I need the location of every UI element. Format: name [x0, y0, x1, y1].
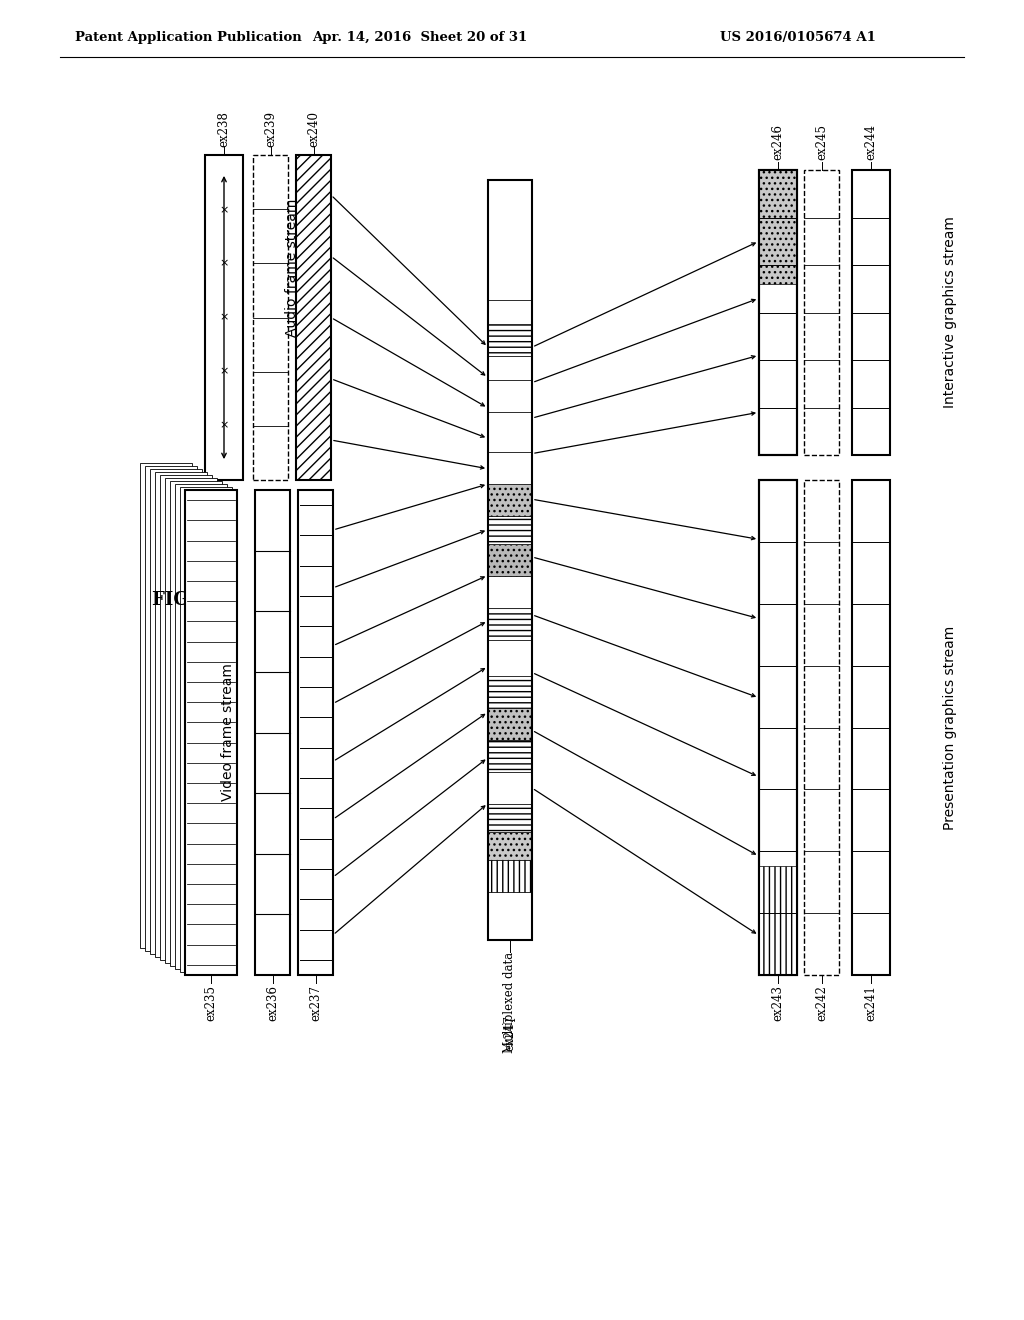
Text: ex244: ex244 — [864, 124, 878, 160]
Bar — [253, 154, 288, 480]
Bar — [852, 480, 890, 975]
Bar — [180, 487, 232, 972]
Text: ex247: ex247 — [504, 1015, 516, 1051]
Bar — [488, 300, 532, 323]
Bar — [488, 516, 532, 544]
Text: Video frame stream: Video frame stream — [221, 664, 234, 801]
Bar — [488, 892, 532, 940]
Bar — [488, 861, 532, 892]
Bar — [488, 180, 532, 300]
Text: FIG. 21: FIG. 21 — [152, 591, 225, 609]
Text: Apr. 14, 2016  Sheet 20 of 31: Apr. 14, 2016 Sheet 20 of 31 — [312, 32, 527, 45]
Bar — [488, 380, 532, 412]
Text: ex242: ex242 — [815, 985, 828, 1020]
Text: ×: × — [219, 313, 228, 322]
Bar — [488, 544, 532, 576]
Bar — [759, 170, 797, 455]
Bar — [852, 170, 890, 455]
Text: ex239: ex239 — [264, 111, 278, 147]
Bar — [150, 469, 202, 954]
Bar — [488, 832, 532, 861]
Bar — [175, 484, 227, 969]
Text: ex246: ex246 — [771, 124, 784, 160]
Bar — [488, 484, 532, 516]
Bar — [185, 490, 237, 975]
Bar — [488, 609, 532, 640]
Bar — [296, 154, 331, 480]
Bar — [488, 412, 532, 451]
Bar — [759, 170, 797, 284]
Bar — [759, 866, 797, 975]
Bar — [255, 490, 290, 975]
Text: Multiplexed data: Multiplexed data — [504, 952, 516, 1053]
Bar — [488, 676, 532, 708]
Bar — [488, 708, 532, 741]
Bar — [804, 480, 839, 975]
Text: ex245: ex245 — [815, 124, 828, 160]
Bar — [160, 475, 212, 960]
Bar — [205, 154, 243, 480]
Bar — [488, 576, 532, 609]
Text: ex236: ex236 — [266, 985, 279, 1020]
Bar — [170, 480, 222, 966]
Text: Audio frame stream: Audio frame stream — [285, 198, 299, 337]
Bar — [298, 490, 333, 975]
Bar — [759, 480, 797, 975]
Bar — [165, 478, 217, 964]
Bar — [140, 463, 193, 948]
Bar — [488, 772, 532, 804]
Text: Presentation graphics stream: Presentation graphics stream — [943, 626, 957, 830]
Bar — [804, 170, 839, 455]
Bar — [488, 356, 532, 380]
Text: ex238: ex238 — [217, 111, 230, 147]
Bar — [488, 804, 532, 832]
Bar — [155, 473, 207, 957]
Bar — [488, 451, 532, 484]
Text: ex235: ex235 — [205, 985, 217, 1020]
Bar — [488, 640, 532, 676]
Text: ×: × — [219, 205, 228, 215]
Text: ex243: ex243 — [771, 985, 784, 1020]
Bar — [759, 170, 797, 455]
Bar — [488, 180, 532, 940]
Text: US 2016/0105674 A1: US 2016/0105674 A1 — [720, 32, 876, 45]
Text: Interactive graphics stream: Interactive graphics stream — [943, 216, 957, 408]
Bar — [488, 323, 532, 356]
Text: ex240: ex240 — [307, 111, 319, 147]
Bar — [145, 466, 197, 950]
Text: ex241: ex241 — [864, 985, 878, 1020]
Text: ×: × — [219, 259, 228, 269]
Text: ex237: ex237 — [309, 985, 322, 1020]
Bar — [759, 480, 797, 975]
Bar — [488, 741, 532, 772]
Text: Patent Application Publication: Patent Application Publication — [75, 32, 302, 45]
Text: ×: × — [219, 366, 228, 376]
Text: ×: × — [219, 420, 228, 430]
